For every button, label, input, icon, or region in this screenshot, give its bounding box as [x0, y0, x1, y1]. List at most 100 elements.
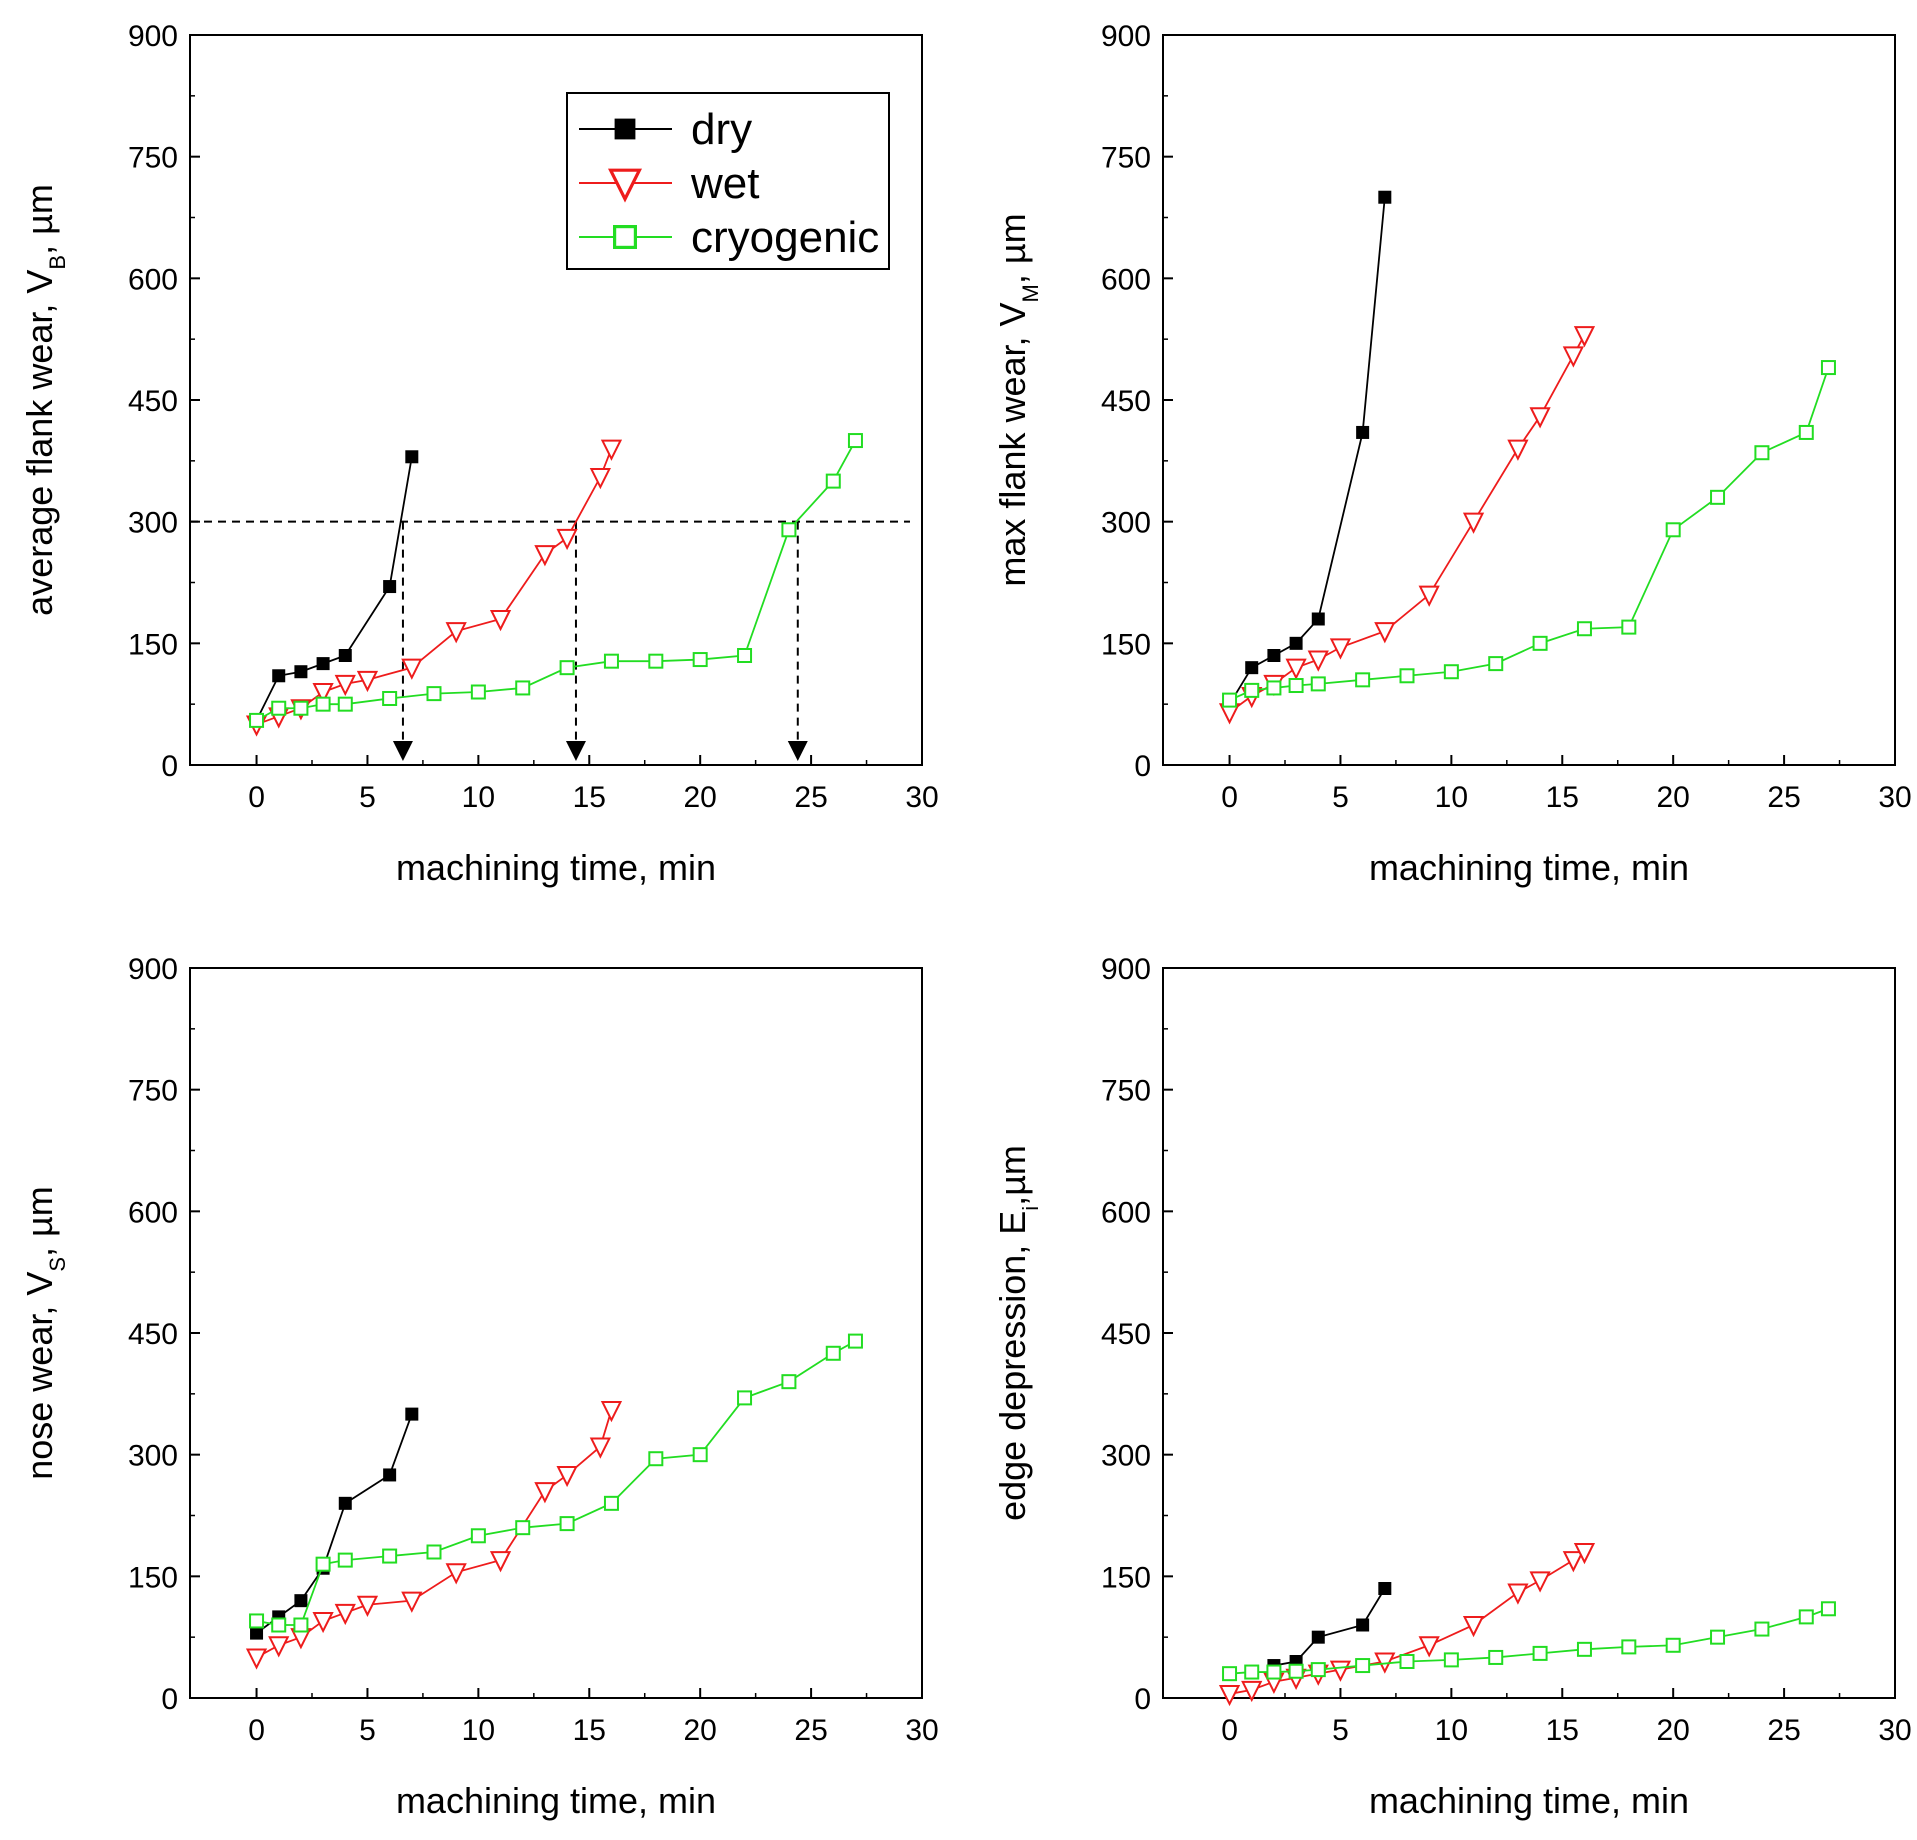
data-point-cryogenic: [515, 680, 531, 696]
panel-edge-depression: 0 5 10 15 20 25 300150300450600750900machining…: [992, 953, 1912, 1821]
data-point-cryogenic: [293, 1617, 309, 1633]
y-axis-label-main: edge depression, E: [992, 1211, 1033, 1521]
y-tick-label: 150: [128, 628, 178, 661]
data-point-cryogenic: [1288, 678, 1304, 694]
data-point-cryogenic: [337, 696, 353, 712]
y-axis-label: nose wear, VS, µm: [19, 1186, 70, 1480]
series-wet: [1218, 1543, 1596, 1707]
data-point-cryogenic: [559, 660, 575, 676]
data-point-wet: [1573, 1543, 1596, 1565]
y-axis-label: average flank wear, VB, µm: [19, 184, 70, 616]
data-point-wet: [268, 1636, 290, 1658]
panel-nose-wear: 0 5 10 15 20 25 300150300450600750900machining…: [19, 953, 939, 1821]
y-axis-label-main: average flank wear, V: [19, 270, 60, 616]
x-tick-label: 30: [905, 1714, 938, 1747]
x-tick-label: 20: [1656, 1714, 1689, 1747]
data-point-cryogenic: [847, 433, 863, 449]
data-point-wet: [445, 622, 467, 644]
data-point-wet: [1507, 1583, 1529, 1605]
x-tick-label: 10: [1435, 781, 1468, 814]
data-point-cryogenic: [382, 690, 398, 706]
data-point-cryogenic: [1754, 445, 1770, 461]
y-axis-label-subscript: S: [45, 1257, 70, 1272]
data-point-dry: [1311, 612, 1325, 626]
series-line-cryogenic: [1229, 367, 1830, 701]
x-tick-label: 30: [1878, 781, 1911, 814]
y-tick-label: 600: [1101, 1196, 1151, 1229]
data-point-cryogenic: [825, 473, 841, 489]
series-cryogenic: [1222, 360, 1836, 708]
data-point-wet: [600, 1401, 623, 1423]
series-line-wet: [256, 448, 613, 726]
data-point-dry: [338, 1496, 352, 1510]
data-point-wet: [1329, 1660, 1352, 1682]
data-point-cryogenic: [1532, 635, 1548, 651]
y-tick-label: 900: [1101, 20, 1151, 53]
data-point-cryogenic: [426, 686, 442, 702]
data-point-wet: [356, 670, 379, 693]
data-point-cryogenic: [1621, 619, 1637, 635]
data-point-cryogenic: [781, 522, 797, 538]
data-point-cryogenic: [1710, 1629, 1726, 1645]
series-dry: [250, 450, 419, 727]
y-axis-label-main: max flank wear, V: [992, 302, 1033, 586]
data-point-cryogenic: [1288, 1663, 1304, 1679]
data-point-cryogenic: [781, 1374, 797, 1390]
data-point-wet: [1307, 650, 1329, 672]
data-point-wet: [1529, 407, 1551, 429]
data-point-wet: [1562, 1551, 1584, 1573]
panel-average-flank-wear: 0 5 10 15 20 25 300150300450600750900machining…: [19, 20, 939, 888]
y-tick-label: 300: [128, 1440, 178, 1473]
data-point-wet: [589, 468, 611, 490]
data-point-cryogenic: [1355, 672, 1371, 688]
y-tick-label: 450: [128, 1318, 178, 1351]
y-tick-label: 750: [128, 1075, 178, 1108]
data-point-cryogenic: [692, 652, 708, 668]
x-tick-label: 0: [1221, 781, 1238, 814]
data-point-cryogenic: [1820, 1601, 1836, 1617]
data-point-wet: [1218, 1684, 1241, 1707]
data-point-cryogenic: [737, 1390, 753, 1406]
data-point-cryogenic: [337, 1552, 353, 1568]
y-axis-label: max flank wear, VM, µm: [992, 213, 1043, 586]
legend-marker-wet: [608, 168, 642, 203]
series-dry: [1223, 190, 1392, 711]
y-tick-label: 900: [128, 20, 178, 53]
data-point-dry: [338, 649, 352, 662]
data-point-dry: [1245, 661, 1259, 675]
data-point-dry: [250, 1626, 264, 1640]
data-point-wet: [1241, 1680, 1263, 1703]
x-tick-label: 5: [359, 781, 376, 814]
data-point-cryogenic: [1399, 668, 1415, 684]
y-tick-label: 750: [1101, 142, 1151, 175]
series-cryogenic: [249, 1333, 863, 1633]
data-point-cryogenic: [271, 1617, 287, 1633]
series-line-dry: [1228, 197, 1386, 705]
y-tick-label: 150: [1101, 628, 1151, 661]
data-point-cryogenic: [1310, 676, 1326, 692]
data-point-cryogenic: [692, 1447, 708, 1463]
y-axis-label-unit: , µm: [19, 184, 60, 255]
data-point-wet: [356, 1595, 379, 1617]
x-tick-label: 25: [794, 781, 827, 814]
data-point-cryogenic: [1443, 664, 1459, 680]
plot-frame: [1162, 967, 1896, 1699]
data-point-cryogenic: [470, 684, 486, 700]
x-tick-label: 10: [462, 1714, 495, 1747]
data-point-wet: [589, 1437, 611, 1459]
legend-label-cryogenic: cryogenic: [691, 213, 879, 262]
data-point-wet: [1529, 1571, 1551, 1593]
y-tick-label: 900: [1101, 953, 1151, 986]
data-point-dry: [294, 1594, 308, 1608]
data-point-wet: [556, 1465, 578, 1488]
data-point-cryogenic: [648, 653, 664, 669]
x-tick-label: 25: [1767, 781, 1800, 814]
legend-label-dry: dry: [691, 105, 752, 154]
data-point-wet: [1329, 638, 1352, 660]
data-point-cryogenic: [1576, 1641, 1592, 1657]
y-tick-label: 600: [128, 263, 178, 296]
y-tick-label: 300: [128, 507, 178, 540]
data-point-dry: [316, 657, 330, 671]
drop-arrow-head: [565, 741, 586, 761]
data-point-cryogenic: [1222, 692, 1238, 708]
